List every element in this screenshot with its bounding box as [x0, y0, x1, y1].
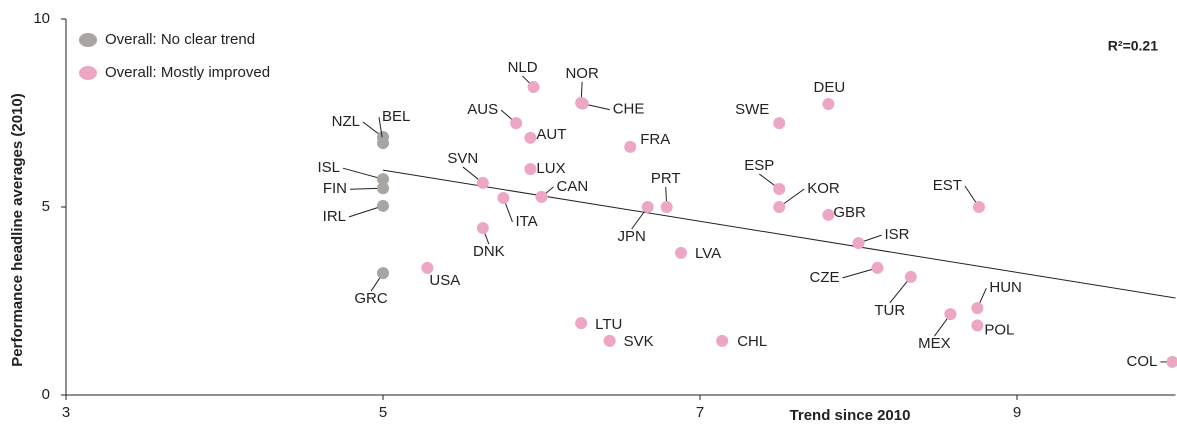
- point: [852, 237, 865, 250]
- point-label: LUX: [536, 160, 565, 177]
- point-label: ISL: [317, 159, 340, 176]
- point-label: POL: [984, 321, 1014, 338]
- point: [660, 201, 673, 213]
- point: [822, 97, 835, 110]
- point: [575, 317, 588, 330]
- y-tick-label: 5: [42, 198, 50, 215]
- point-label: AUT: [536, 126, 566, 143]
- point-label: FRA: [640, 131, 670, 148]
- point-label: ESP: [744, 157, 774, 174]
- leader-line: [342, 167, 384, 180]
- point-label: EST: [933, 177, 962, 194]
- point: [421, 261, 434, 274]
- point: [377, 137, 389, 150]
- point: [944, 308, 957, 321]
- point-label: KOR: [807, 180, 840, 197]
- point: [773, 117, 786, 130]
- point-label: GRC: [354, 290, 388, 307]
- point-label: NLD: [508, 59, 538, 76]
- point: [476, 176, 489, 189]
- point-label: CHE: [613, 101, 645, 118]
- leader-line: [842, 267, 878, 279]
- point: [641, 201, 654, 213]
- point-label: FIN: [323, 180, 347, 197]
- point-label: TUR: [874, 302, 905, 319]
- point: [377, 182, 389, 195]
- trendline: [382, 169, 1176, 299]
- point-label: GBR: [833, 204, 866, 221]
- legend-swatch: [79, 33, 97, 47]
- point-label: MEX: [918, 335, 951, 352]
- legend-label: Overall: Mostly improved: [105, 64, 270, 81]
- y-axis-label: Performance headline averages (2010): [9, 93, 26, 366]
- point-label: USA: [429, 272, 460, 289]
- point: [527, 81, 540, 94]
- point-label: CZE: [810, 269, 840, 286]
- point: [377, 173, 389, 186]
- y-tick-label: 10: [33, 10, 50, 27]
- point: [871, 261, 884, 274]
- point-label: CAN: [557, 178, 589, 195]
- point: [822, 208, 835, 221]
- point: [576, 97, 589, 110]
- x-tick-label: 7: [696, 404, 704, 421]
- x-axis-label: Trend since 2010: [790, 407, 911, 424]
- point-label: DNK: [473, 243, 505, 260]
- x-tick-label: 3: [62, 404, 70, 421]
- point: [510, 117, 523, 130]
- point-label: CHL: [737, 333, 767, 350]
- point: [377, 199, 389, 212]
- point-label: LTU: [595, 316, 622, 333]
- point-label: BEL: [382, 108, 410, 125]
- point: [1166, 355, 1177, 368]
- point-label: PRT: [651, 170, 681, 187]
- point-label: HUN: [989, 279, 1022, 296]
- legend-swatch: [79, 66, 97, 80]
- x-tick-label: 9: [1013, 404, 1021, 421]
- point-label: ITA: [515, 213, 537, 230]
- point-label: ISR: [885, 226, 910, 243]
- legend-label: Overall: No clear trend: [105, 31, 255, 48]
- point: [971, 319, 984, 332]
- point: [904, 270, 917, 283]
- point-label: DEU: [814, 79, 846, 96]
- point: [535, 190, 548, 203]
- point: [716, 334, 729, 347]
- point: [971, 302, 984, 315]
- point-label: NOR: [565, 65, 599, 82]
- annotation: R²=0.21: [1108, 38, 1158, 54]
- point: [603, 334, 616, 347]
- point: [674, 246, 687, 259]
- x-tick-label: 5: [379, 404, 387, 421]
- point: [773, 201, 786, 213]
- point: [624, 140, 637, 153]
- y-tick-label: 0: [42, 386, 50, 403]
- point: [497, 191, 510, 204]
- point: [773, 182, 786, 195]
- point-label: COL: [1126, 353, 1157, 370]
- point-label: AUS: [467, 101, 498, 118]
- point-label: LVA: [695, 245, 721, 262]
- point-label: JPN: [618, 228, 646, 245]
- point: [524, 163, 537, 176]
- point-label: SWE: [735, 101, 769, 118]
- point: [524, 131, 537, 144]
- point: [972, 201, 985, 213]
- point-label: SVK: [624, 333, 654, 350]
- point-label: NZL: [332, 113, 360, 130]
- point-label: SVN: [447, 150, 478, 167]
- point: [476, 222, 489, 235]
- point: [377, 267, 389, 280]
- point-label: IRL: [323, 208, 346, 225]
